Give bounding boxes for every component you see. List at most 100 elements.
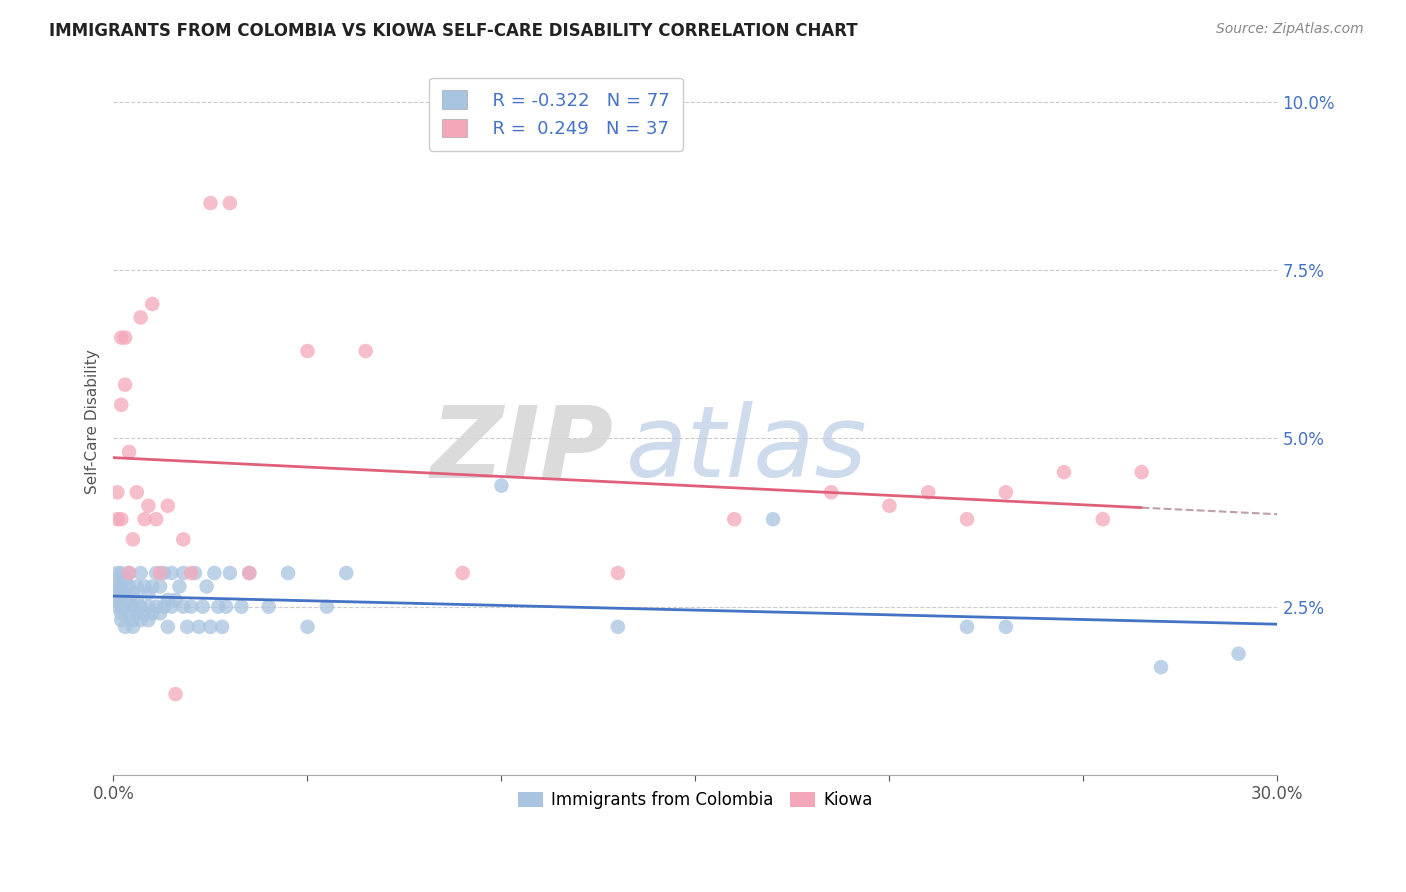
Point — [184, 566, 207, 580]
Point — [180, 599, 202, 614]
Text: IMMIGRANTS FROM COLOMBIA VS KIOWA SELF-CARE DISABILITY CORRELATION CHART: IMMIGRANTS FROM COLOMBIA VS KIOWA SELF-C… — [49, 22, 858, 40]
Point — [215, 599, 238, 614]
Point — [110, 512, 132, 526]
Point — [138, 599, 160, 614]
Point — [134, 579, 156, 593]
Point — [122, 586, 145, 600]
Point — [114, 573, 136, 587]
Point — [451, 566, 474, 580]
Point — [105, 512, 128, 526]
Point — [156, 593, 179, 607]
Point — [297, 620, 319, 634]
Point — [138, 586, 160, 600]
Point — [145, 599, 167, 614]
Point — [160, 566, 183, 580]
Point — [122, 620, 145, 634]
Point — [145, 512, 167, 526]
Point — [145, 566, 167, 580]
Point — [238, 566, 260, 580]
Point — [110, 566, 132, 580]
Point — [114, 330, 136, 344]
Point — [207, 599, 229, 614]
Point — [129, 566, 152, 580]
Point — [156, 620, 179, 634]
Point — [125, 593, 148, 607]
Point — [114, 377, 136, 392]
Point — [219, 196, 242, 211]
Text: Source: ZipAtlas.com: Source: ZipAtlas.com — [1216, 22, 1364, 37]
Point — [335, 566, 357, 580]
Point — [180, 566, 202, 580]
Point — [110, 398, 132, 412]
Point — [105, 573, 128, 587]
Point — [176, 620, 198, 634]
Point — [110, 607, 132, 621]
Point — [195, 579, 218, 593]
Point — [994, 620, 1017, 634]
Point — [105, 485, 128, 500]
Point — [110, 599, 132, 614]
Point — [105, 579, 128, 593]
Point — [141, 607, 163, 621]
Legend: Immigrants from Colombia, Kiowa: Immigrants from Colombia, Kiowa — [512, 785, 880, 816]
Point — [219, 566, 242, 580]
Point — [238, 566, 260, 580]
Point — [105, 586, 128, 600]
Point — [118, 607, 141, 621]
Point — [125, 607, 148, 621]
Point — [114, 599, 136, 614]
Point — [315, 599, 337, 614]
Point — [118, 579, 141, 593]
Point — [153, 566, 176, 580]
Point — [200, 620, 222, 634]
Point — [257, 599, 280, 614]
Point — [134, 607, 156, 621]
Point — [110, 613, 132, 627]
Point — [297, 344, 319, 359]
Point — [172, 599, 194, 614]
Point — [138, 613, 160, 627]
Point — [994, 485, 1017, 500]
Point — [122, 533, 145, 547]
Point — [141, 297, 163, 311]
Point — [723, 512, 745, 526]
Point — [153, 599, 176, 614]
Point — [105, 599, 128, 614]
Point — [820, 485, 842, 500]
Point — [141, 579, 163, 593]
Point — [125, 485, 148, 500]
Point — [956, 512, 979, 526]
Point — [149, 607, 172, 621]
Point — [110, 579, 132, 593]
Point — [165, 687, 187, 701]
Point — [202, 566, 225, 580]
Point — [879, 499, 901, 513]
Point — [114, 620, 136, 634]
Point — [1091, 512, 1114, 526]
Point — [172, 566, 194, 580]
Point — [1053, 465, 1076, 479]
Point — [129, 613, 152, 627]
Point — [118, 566, 141, 580]
Point — [114, 586, 136, 600]
Point — [160, 599, 183, 614]
Point — [110, 586, 132, 600]
Point — [122, 599, 145, 614]
Point — [917, 485, 939, 500]
Point — [156, 499, 179, 513]
Point — [122, 613, 145, 627]
Point — [191, 599, 214, 614]
Point — [1150, 660, 1173, 674]
Point — [129, 310, 152, 325]
Point — [231, 599, 253, 614]
Point — [169, 579, 191, 593]
Point — [110, 330, 132, 344]
Point — [1227, 647, 1250, 661]
Point — [105, 593, 128, 607]
Point — [129, 599, 152, 614]
Point — [491, 478, 513, 492]
Point — [187, 620, 209, 634]
Point — [277, 566, 299, 580]
Point — [200, 196, 222, 211]
Point — [138, 499, 160, 513]
